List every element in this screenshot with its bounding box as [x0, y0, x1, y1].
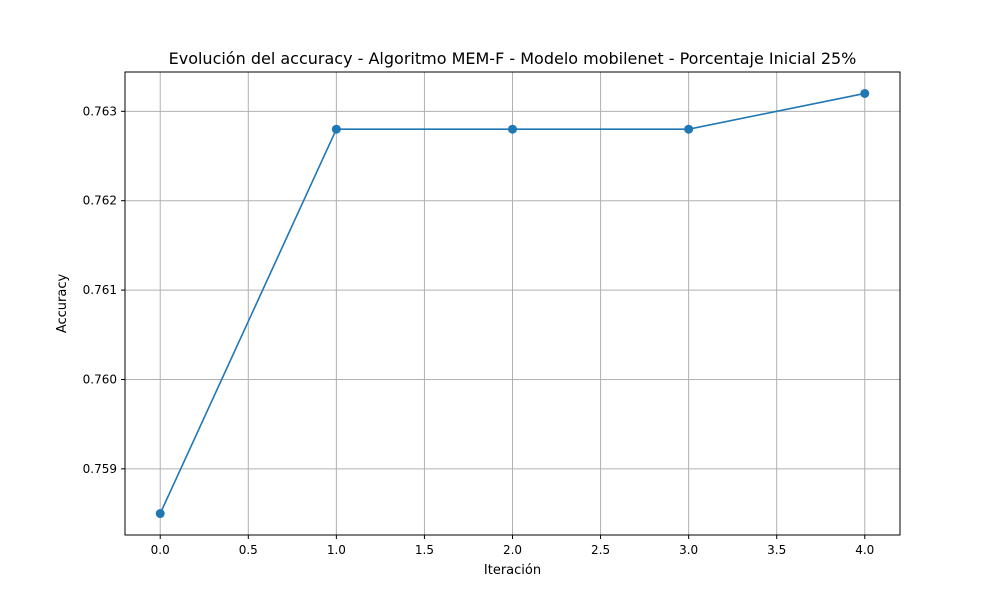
axis-ticks: 0.0 0.5 1.0 1.5 2.0 2.5 3.0 3.5 4.0 0.759 0.760 0.7…: [83, 104, 875, 557]
grid-lines: [125, 72, 900, 535]
y-tick-label: 0.760: [83, 372, 117, 386]
x-tick-label: 4.0: [855, 543, 874, 557]
y-tick-label: 0.763: [83, 104, 117, 118]
data-point: [508, 124, 517, 134]
y-tick-label: 0.762: [83, 194, 117, 208]
data-point: [331, 124, 341, 134]
x-tick-label: 1.0: [327, 543, 346, 557]
x-tick-label: 3.0: [679, 543, 698, 557]
x-tick-label: 2.0: [503, 543, 522, 557]
data-point: [860, 88, 870, 98]
x-tick-label: 0.0: [151, 543, 170, 557]
x-axis-label: Iteración: [484, 563, 541, 578]
y-tick-label: 0.759: [83, 462, 117, 476]
y-tick-label: 0.761: [83, 283, 117, 297]
x-tick-label: 1.5: [415, 543, 434, 557]
x-tick-label: 2.5: [591, 543, 610, 557]
x-tick-label: 0.5: [239, 543, 258, 557]
data-series: [155, 88, 870, 519]
data-point: [684, 124, 694, 134]
data-point: [155, 509, 165, 519]
y-axis-label: Accuracy: [55, 274, 70, 334]
chart-title: Evolución del accuracy - Algoritmo MEM-F…: [169, 49, 857, 68]
x-tick-label: 3.5: [767, 543, 786, 557]
